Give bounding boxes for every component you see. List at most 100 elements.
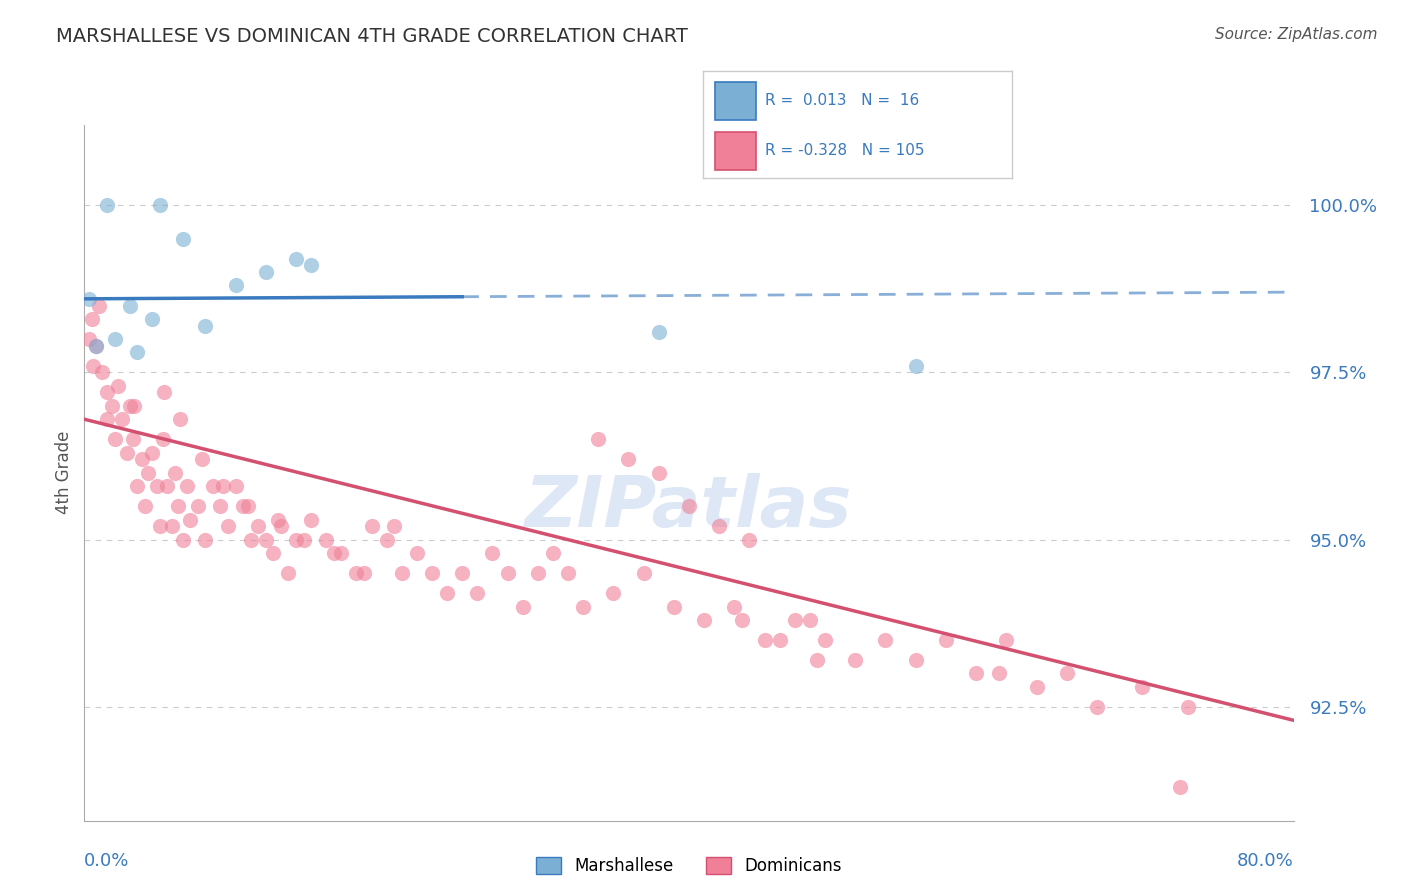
Point (167, 500, 190, 514)
Point (375, 533, 398, 547)
Point (172, 232, 194, 246)
Point (299, 259, 322, 273)
Point (91, 366, 114, 380)
Point (284, 533, 308, 547)
Point (602, 586, 624, 600)
Point (904, 359, 927, 373)
Point (467, 586, 489, 600)
Point (194, 533, 217, 547)
Point (131, 452, 153, 467)
Point (254, 533, 277, 547)
Point (134, 500, 156, 514)
Point (165, 466, 187, 480)
Point (225, 479, 247, 493)
Point (160, 519, 183, 533)
Point (814, 633, 837, 648)
Point (172, 533, 194, 547)
Point (156, 479, 179, 493)
FancyBboxPatch shape (716, 82, 755, 120)
Point (136, 466, 159, 480)
Point (647, 326, 671, 340)
Point (80, 312, 103, 326)
Point (262, 546, 284, 560)
Point (844, 653, 866, 667)
Point (107, 379, 129, 393)
Point (127, 345, 149, 359)
Text: R = -0.328   N = 105: R = -0.328 N = 105 (765, 143, 924, 158)
Point (588, 433, 610, 447)
Point (149, 198, 172, 212)
Point (987, 666, 1010, 681)
Point (82, 359, 104, 373)
Point (512, 599, 534, 614)
Point (995, 633, 1018, 648)
Point (769, 633, 792, 648)
Point (1177, 700, 1199, 714)
Point (86, 339, 108, 353)
Point (436, 586, 458, 600)
Y-axis label: 4th Grade: 4th Grade (55, 431, 73, 515)
Point (391, 566, 413, 581)
Point (875, 633, 897, 648)
Point (191, 452, 214, 467)
Text: MARSHALLESE VS DOMINICAN 4TH GRADE CORRELATION CHART: MARSHALLESE VS DOMINICAN 4TH GRADE CORRE… (56, 27, 688, 45)
Point (236, 500, 259, 514)
Text: R =  0.013   N =  16: R = 0.013 N = 16 (765, 94, 920, 108)
Point (232, 500, 254, 514)
Point (353, 566, 375, 581)
Point (799, 613, 821, 627)
Point (1168, 780, 1191, 795)
Point (541, 546, 564, 560)
Point (239, 533, 262, 547)
Point (693, 613, 716, 627)
Point (89, 299, 111, 313)
Point (678, 500, 700, 514)
Point (176, 479, 198, 493)
Point (254, 265, 277, 279)
Point (481, 546, 503, 560)
Point (1130, 680, 1153, 694)
Point (754, 633, 776, 648)
Point (118, 299, 141, 313)
Text: ZIPatlas: ZIPatlas (526, 473, 852, 542)
Point (965, 666, 987, 681)
Point (217, 519, 239, 533)
Legend: Marshallese, Dominicans: Marshallese, Dominicans (529, 850, 849, 882)
Point (209, 500, 232, 514)
Point (723, 599, 745, 614)
Point (292, 533, 315, 547)
Point (187, 500, 209, 514)
Point (77, 292, 100, 306)
Point (322, 546, 344, 560)
Point (783, 613, 806, 627)
Point (152, 433, 174, 447)
Text: 0.0%: 0.0% (84, 852, 129, 870)
Point (141, 446, 163, 460)
Point (77, 332, 100, 346)
Point (212, 479, 235, 493)
Point (284, 252, 308, 266)
Point (179, 513, 201, 527)
Point (299, 513, 322, 527)
Point (194, 318, 217, 333)
Point (86, 339, 108, 353)
Point (346, 566, 368, 581)
Point (270, 519, 292, 533)
Point (1025, 680, 1047, 694)
Point (96, 198, 118, 212)
Point (451, 566, 474, 581)
Point (315, 533, 337, 547)
Point (617, 452, 640, 467)
Point (111, 412, 134, 426)
Point (141, 312, 163, 326)
Point (420, 566, 443, 581)
Point (267, 513, 290, 527)
Point (149, 519, 172, 533)
Point (100, 399, 122, 413)
Point (572, 599, 595, 614)
Point (406, 546, 429, 560)
Point (557, 566, 579, 581)
Point (382, 519, 405, 533)
Point (122, 399, 145, 413)
Point (806, 653, 828, 667)
